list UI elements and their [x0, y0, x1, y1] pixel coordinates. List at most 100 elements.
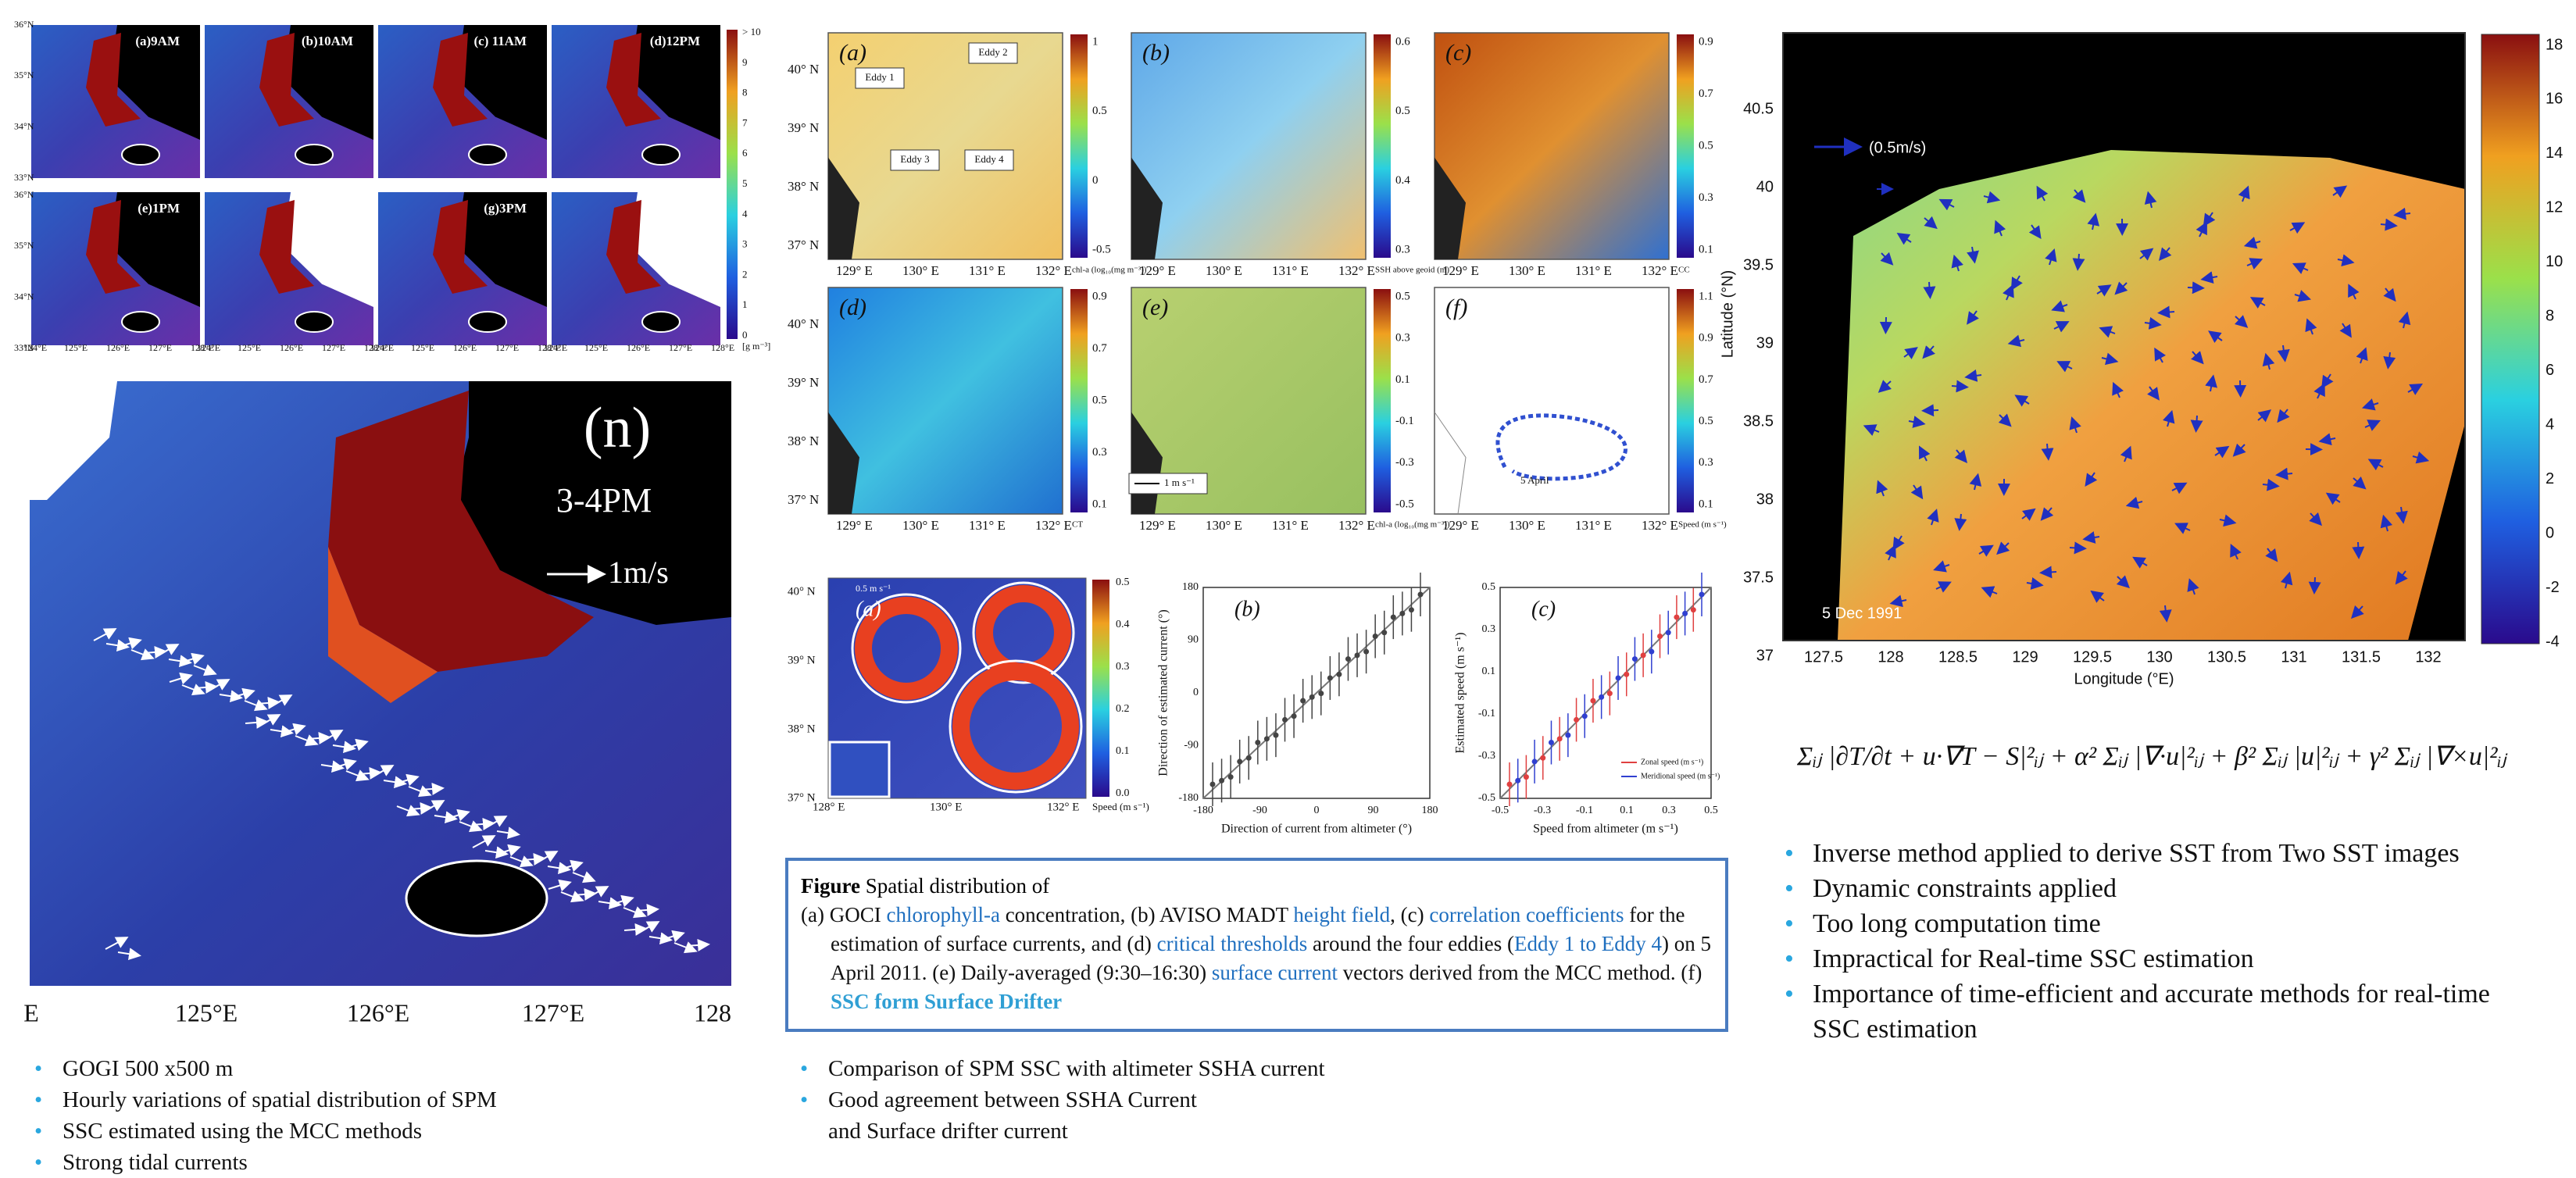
colorbar-tick: -2	[2546, 579, 2560, 596]
y-tick-label: 90	[1188, 634, 1199, 646]
map-panel	[828, 287, 1063, 514]
x-tick-label: 127.5	[1804, 648, 1843, 666]
colorbar	[1374, 34, 1391, 258]
colorbar-tick: 0	[742, 329, 748, 341]
scatter-point	[1565, 733, 1570, 738]
colorbar-title: Speed (m s⁻¹)	[1092, 801, 1149, 812]
colorbar-tick: 4	[742, 208, 748, 220]
x-axis-label: Speed from altimeter (m s⁻¹)	[1533, 823, 1678, 836]
scatter-point	[1210, 782, 1216, 787]
colorbar-tick: 6	[2546, 362, 2554, 379]
colorbar-tick: 0.7	[1092, 342, 1107, 355]
panel-label: (g)3PM	[484, 201, 527, 216]
colorbar-tick: 0.1	[1699, 243, 1713, 255]
panel-island	[642, 145, 680, 165]
colorbar-tick: 0.1	[1116, 745, 1130, 757]
bullet: Dynamic constraints applied	[1781, 871, 2531, 906]
scatter-point	[1309, 694, 1315, 700]
scatter-point	[1549, 740, 1554, 745]
figure-caption: Figure Spatial distribution of(a) GOCI c…	[785, 858, 1728, 1032]
colorbar-tick: 3	[742, 238, 748, 250]
colorbar-tick: 0.3	[1699, 191, 1713, 204]
lon-label: 124°E	[544, 342, 567, 353]
y-tick-label: 37.5	[1743, 569, 1774, 586]
colorbar-tick: 5	[742, 177, 748, 189]
lon-label: 128° E	[813, 801, 845, 813]
panel-label: (a)	[839, 40, 866, 66]
x-tick-label: 129	[2012, 648, 2038, 666]
scatter-point	[1699, 592, 1705, 598]
right-bullets: Inverse method applied to derive SST fro…	[1781, 836, 2531, 1047]
scatter-point	[1219, 778, 1224, 784]
panel-label: (d)12PM	[650, 34, 700, 48]
lon-label: 128°E	[711, 342, 734, 353]
lon-label: 131° E	[1272, 518, 1309, 533]
panel-label: (c) 11AM	[473, 34, 527, 48]
scatter-point	[1599, 694, 1604, 700]
lon-label: 126°E	[453, 342, 477, 353]
panel-island	[469, 312, 506, 332]
lon-label: 127°E	[522, 998, 584, 1026]
lon-label: 126°E	[347, 998, 409, 1026]
time-label: 3-4PM	[556, 481, 652, 519]
lon-label: 126°E	[280, 342, 303, 353]
lon-label: 130° E	[902, 518, 939, 533]
map-panel	[1434, 33, 1669, 259]
x-tick-label: 180	[1422, 805, 1438, 816]
colorbar-tick: 0.5	[1699, 415, 1713, 427]
map-island	[406, 861, 547, 936]
caption-intro: Spatial distribution of	[866, 874, 1050, 898]
colorbar	[2481, 34, 2539, 644]
panel-label: (e)	[1142, 294, 1168, 320]
y-tick-label: 180	[1182, 581, 1199, 593]
panel-island	[122, 312, 159, 332]
eddy-label: Eddy 2	[978, 46, 1007, 58]
lon-label: 125°E	[584, 342, 608, 353]
eddy-label: Eddy 4	[974, 153, 1004, 165]
lon-label: 125°E	[238, 342, 261, 353]
scatter-point	[1657, 634, 1663, 639]
lon-label: 130° E	[1206, 263, 1242, 278]
current-vector	[2358, 542, 2359, 556]
scatter-point	[1649, 649, 1654, 655]
colorbar-tick: 0.4	[1395, 174, 1410, 187]
colorbar-tick: 6	[742, 147, 748, 159]
panel-label: (b)	[1142, 40, 1170, 66]
scatter-point	[1409, 607, 1414, 612]
y-tick-label: -0.5	[1478, 792, 1495, 804]
x-tick-label: -0.5	[1492, 805, 1509, 816]
equation: Σᵢⱼ |∂T/∂t + u·∇T − S|²ᵢⱼ + α² Σᵢⱼ |∇·u|…	[1796, 742, 2508, 771]
colorbar-tick: 0.2	[1116, 703, 1130, 715]
lat-label: 37° N	[788, 237, 819, 252]
bullet: Importance of time-efficient and accurat…	[1781, 976, 2531, 1047]
y-tick-label: -0.3	[1478, 750, 1495, 762]
scale-label: 1m/s	[608, 555, 669, 590]
panel-label: (a)	[856, 597, 881, 621]
scatter-point	[1641, 652, 1646, 658]
colorbar	[1374, 289, 1391, 512]
y-axis-label: Direction of estimated current (°)	[1157, 609, 1170, 776]
legend-label: Zonal speed (m s⁻¹)	[1641, 758, 1703, 766]
bullet-line: Good agreement between SSHA Current	[828, 1084, 1695, 1116]
colorbar-title: CC	[1678, 266, 1690, 275]
x-tick-label: 130	[2146, 648, 2172, 666]
lon-label: 132° E	[1338, 518, 1375, 533]
panel-label: (d)	[839, 294, 866, 320]
y-tick-label: 40	[1756, 178, 1774, 195]
y-tick-label: 37	[1756, 647, 1774, 664]
lon-label: 125°E	[64, 342, 88, 353]
bullet-line: Comparison of SPM SSC with altimeter SSH…	[828, 1053, 1695, 1084]
lon-label: 132° E	[1338, 263, 1375, 278]
colorbar-tick: 0.1	[1395, 373, 1410, 386]
lon-label: 132° E	[1035, 518, 1072, 533]
lon-label: 129° E	[1139, 518, 1176, 533]
y-tick-label: -0.1	[1478, 708, 1495, 719]
colorbar-title: Speed (m s⁻¹)	[1678, 520, 1727, 530]
eddy-label: Eddy 1	[865, 71, 894, 83]
caption-line: Figure Spatial distribution of	[801, 872, 1714, 901]
scatter-point	[1345, 656, 1351, 662]
caption-text: , (c)	[1390, 903, 1429, 926]
x-tick-label: 0	[1314, 805, 1320, 816]
x-tick-label: 0.3	[1662, 805, 1676, 816]
